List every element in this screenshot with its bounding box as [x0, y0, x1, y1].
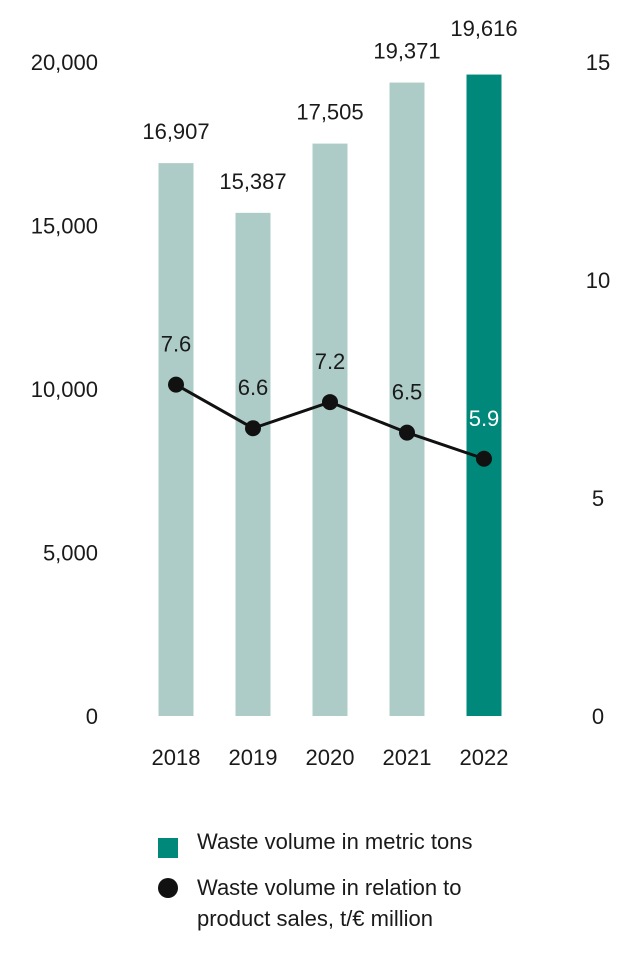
line-point — [399, 424, 415, 441]
left-axis-tick-label: 15,000 — [31, 214, 98, 239]
bar — [312, 143, 348, 717]
line-point — [168, 376, 184, 393]
line-value-label: 7.6 — [161, 332, 192, 357]
bar-value-label: 15,387 — [219, 169, 286, 194]
bar-value-label: 16,907 — [142, 119, 209, 144]
line-value-label: 6.5 — [392, 380, 423, 405]
line-point — [245, 420, 261, 437]
left-axis-tick-label: 0 — [86, 704, 98, 729]
line-value-label: 6.6 — [238, 375, 269, 400]
x-axis-tick-label: 2019 — [229, 745, 278, 770]
right-axis-tick-label: 15 — [586, 50, 610, 75]
left-axis-tick-label: 10,000 — [31, 377, 98, 402]
bar — [158, 163, 194, 716]
legend-swatch-line — [158, 878, 178, 898]
bar-value-label: 19,371 — [373, 39, 440, 64]
line-point — [476, 450, 492, 467]
bar — [235, 212, 271, 716]
x-axis-tick-label: 2022 — [460, 745, 509, 770]
left-axis-tick-label: 20,000 — [31, 50, 98, 75]
legend-label-bars: Waste volume in metric tons — [197, 829, 473, 854]
legend-item-line: Waste volume in relation to product sale… — [158, 872, 618, 934]
line-value-label: 5.9 — [469, 406, 500, 431]
bar-value-label: 17,505 — [296, 100, 363, 125]
legend-label-line-2: product sales, t/€ million — [197, 906, 433, 931]
legend-label-line-1: Waste volume in relation to — [197, 875, 462, 900]
legend-item-bars: Waste volume in metric tons — [158, 826, 618, 858]
x-axis-tick-label: 2020 — [306, 745, 355, 770]
x-axis-tick-label: 2018 — [152, 745, 201, 770]
x-axis-tick-label: 2021 — [383, 745, 432, 770]
line-value-label: 7.2 — [315, 349, 346, 374]
legend-label-line: Waste volume in relation to product sale… — [197, 872, 462, 934]
bar — [466, 74, 502, 716]
legend-swatch-bars — [158, 838, 178, 858]
line-point — [322, 394, 338, 411]
bar — [389, 82, 425, 716]
combo-chart: 0 5,000 10,000 15,000 20,000 0 5 10 15 16,907 15,3… — [31, 16, 611, 770]
left-axis-tick-label: 5,000 — [43, 541, 98, 566]
right-axis-tick-label: 5 — [592, 486, 604, 511]
right-axis-tick-label: 0 — [592, 704, 604, 729]
bar-value-label: 19,616 — [450, 16, 517, 41]
legend: Waste volume in metric tons Waste volume… — [158, 826, 618, 948]
right-axis-tick-label: 10 — [586, 268, 610, 293]
